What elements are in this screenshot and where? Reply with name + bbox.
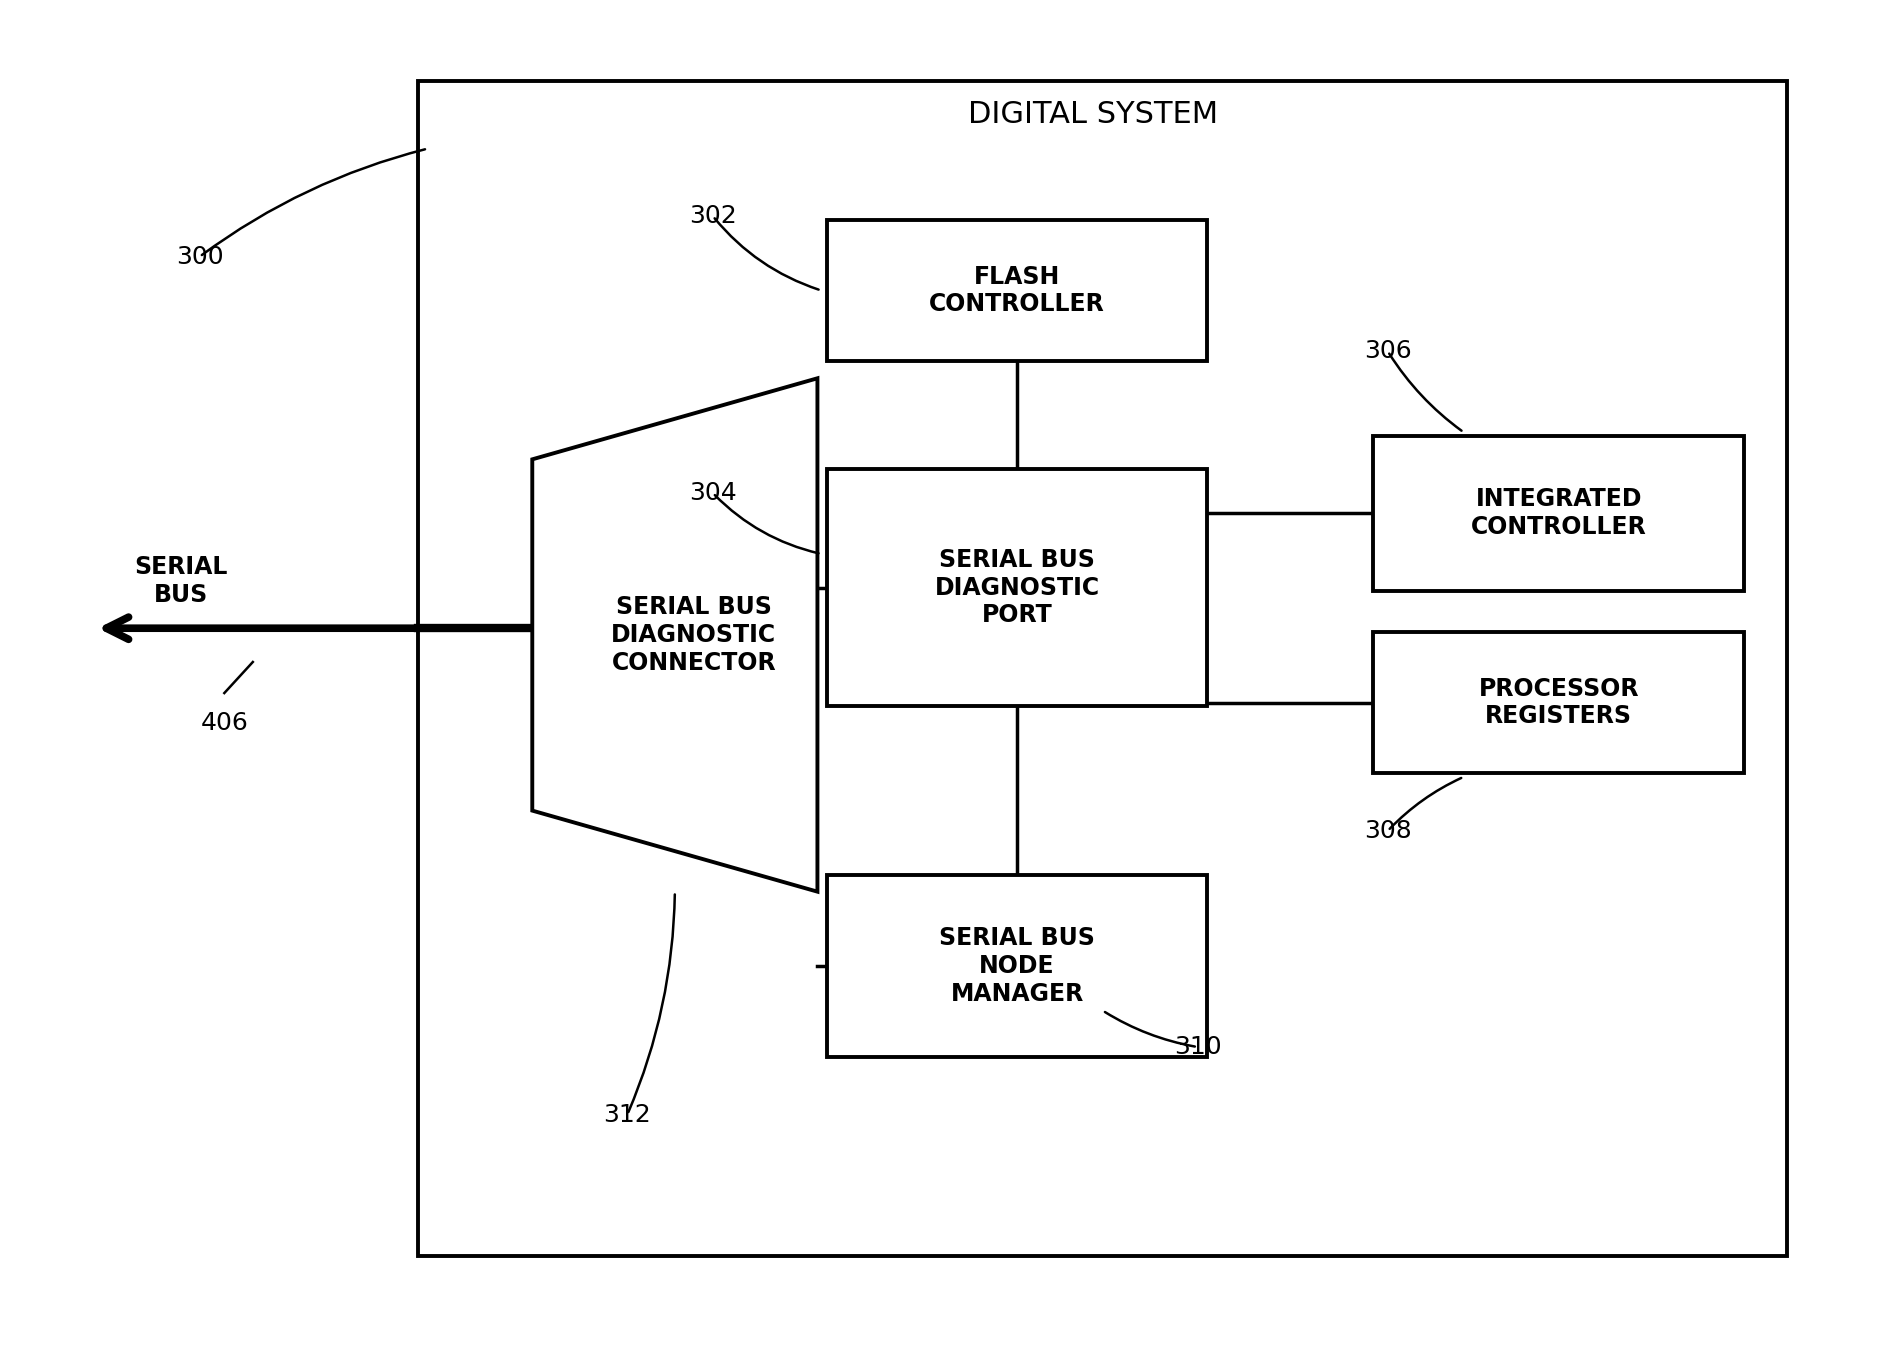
Text: 302: 302 (688, 204, 738, 228)
Text: 308: 308 (1363, 819, 1412, 843)
Bar (418, 81, 1787, 1256)
Polygon shape (532, 378, 817, 892)
Text: 304: 304 (688, 481, 738, 505)
Text: PROCESSOR
REGISTERS: PROCESSOR REGISTERS (1479, 677, 1639, 728)
Bar (1373, 435, 1745, 592)
Text: 406: 406 (200, 711, 249, 735)
Bar (827, 875, 1207, 1056)
Text: DIGITAL SYSTEM: DIGITAL SYSTEM (968, 100, 1219, 130)
Text: 306: 306 (1363, 339, 1412, 363)
Text: 312: 312 (603, 1102, 652, 1127)
Text: 310: 310 (1173, 1035, 1222, 1059)
Text: INTEGRATED
CONTROLLER: INTEGRATED CONTROLLER (1471, 488, 1646, 539)
Text: SERIAL
BUS: SERIAL BUS (133, 555, 228, 607)
Text: SERIAL BUS
NODE
MANAGER: SERIAL BUS NODE MANAGER (939, 927, 1095, 1005)
Text: SERIAL BUS
DIAGNOSTIC
CONNECTOR: SERIAL BUS DIAGNOSTIC CONNECTOR (612, 596, 776, 674)
Bar (827, 219, 1207, 361)
Text: FLASH
CONTROLLER: FLASH CONTROLLER (930, 265, 1104, 316)
Text: 300: 300 (175, 245, 224, 269)
Text: SERIAL BUS
DIAGNOSTIC
PORT: SERIAL BUS DIAGNOSTIC PORT (935, 549, 1099, 627)
Bar (1373, 632, 1745, 773)
Bar (827, 470, 1207, 707)
